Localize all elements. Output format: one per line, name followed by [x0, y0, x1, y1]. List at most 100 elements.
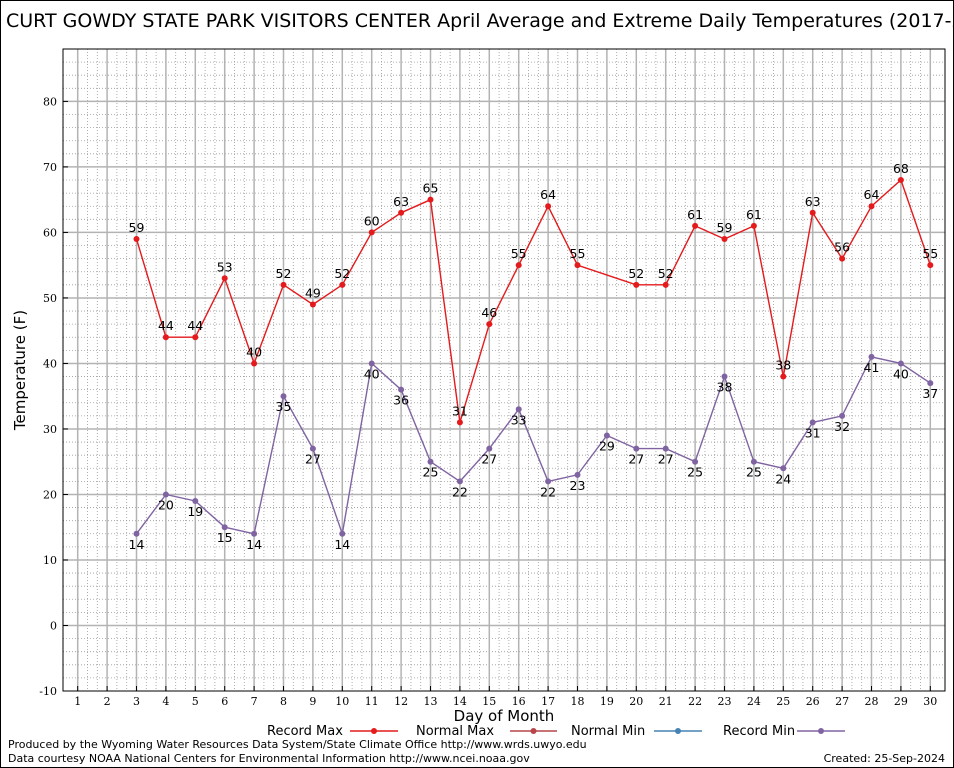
- data-point: [897, 177, 904, 184]
- data-label: 63: [393, 194, 409, 209]
- data-point: [133, 235, 140, 242]
- data-point: [721, 373, 728, 380]
- data-point: [427, 196, 434, 203]
- data-point: [309, 301, 316, 308]
- legend-label: Normal Min: [571, 724, 645, 739]
- data-label: 46: [481, 305, 497, 320]
- footer-data-source: Data courtesy NOAA National Centers for …: [8, 752, 530, 765]
- data-point: [927, 262, 934, 269]
- y-tick-label: 60: [43, 226, 57, 239]
- data-label: 29: [599, 439, 615, 454]
- data-label: 24: [775, 471, 791, 486]
- x-axis: 1 2 3 4 5 6 7 8 9 10 11 12 13 14 15 16 17 18 19 20 21 22 23 24 2…: [74, 686, 937, 708]
- data-point: [780, 465, 787, 472]
- data-label: 25: [746, 465, 762, 480]
- y-tick-label: 80: [43, 95, 57, 108]
- x-tick-label: 22: [688, 695, 702, 708]
- data-point: [809, 419, 816, 426]
- x-tick-label: 8: [280, 695, 287, 708]
- data-label: 38: [775, 358, 791, 373]
- data-point: [486, 445, 493, 452]
- data-label: 63: [805, 194, 821, 209]
- data-label: 32: [834, 419, 850, 434]
- x-axis-label: Day of Month: [454, 707, 555, 725]
- data-label: 27: [305, 452, 321, 467]
- x-tick-label: 2: [104, 695, 111, 708]
- x-tick-label: 9: [309, 695, 316, 708]
- x-tick-label: 17: [541, 695, 555, 708]
- x-tick-label: 11: [365, 695, 379, 708]
- data-label: 44: [158, 318, 174, 333]
- data-point: [574, 471, 581, 478]
- x-tick-label: 28: [865, 695, 879, 708]
- data-point: [603, 432, 610, 439]
- series-line: [135, 356, 931, 535]
- y-tick-label: 10: [43, 554, 57, 567]
- legend-marker: [675, 728, 681, 734]
- x-tick-label: 18: [571, 695, 585, 708]
- data-label: 40: [364, 366, 380, 381]
- data-point: [133, 530, 140, 537]
- data-point: [839, 255, 846, 262]
- data-label: 56: [834, 240, 850, 255]
- y-tick-label: 40: [43, 357, 57, 370]
- series-line: [135, 178, 931, 423]
- data-point: [280, 393, 287, 400]
- x-tick-label: 10: [335, 695, 349, 708]
- x-tick-label: 30: [923, 695, 937, 708]
- x-tick-label: 14: [453, 695, 467, 708]
- data-label: 35: [276, 399, 292, 414]
- y-tick-label: 30: [43, 423, 57, 436]
- data-label: 61: [687, 207, 703, 222]
- footer-created-date: Created: 25-Sep-2024: [824, 752, 945, 765]
- data-point: [750, 458, 757, 465]
- data-label: 31: [805, 425, 821, 440]
- legend-marker: [818, 728, 824, 734]
- data-label: 33: [511, 412, 527, 427]
- data-point: [839, 412, 846, 419]
- data-label: 59: [717, 220, 733, 235]
- legend-marker: [530, 728, 537, 734]
- x-tick-label: 5: [192, 695, 199, 708]
- data-point: [368, 360, 375, 367]
- data-label: 68: [893, 161, 909, 176]
- data-label: 22: [540, 484, 556, 499]
- data-label: 64: [864, 187, 880, 202]
- x-tick-label: 16: [512, 695, 526, 708]
- data-label: 53: [217, 259, 233, 274]
- data-label: 14: [334, 537, 350, 552]
- x-tick-label: 23: [718, 695, 732, 708]
- y-tick-label: 70: [43, 161, 57, 174]
- data-point: [721, 235, 728, 242]
- data-label: 55: [570, 246, 586, 261]
- data-point: [456, 478, 463, 485]
- data-label: 55: [511, 246, 527, 261]
- data-point: [486, 321, 493, 328]
- data-point: [750, 222, 757, 229]
- data-label: 40: [246, 344, 262, 359]
- data-label: 61: [746, 207, 762, 222]
- series-record-min: 14 20 19 15 14 35 27 14 40 36 25 22 27 33 22 23 29 27 27 25…: [129, 353, 938, 552]
- data-point: [192, 498, 199, 505]
- data-point: [339, 281, 346, 288]
- x-tick-label: 19: [600, 695, 614, 708]
- data-label: 20: [158, 497, 174, 512]
- plot-area: [62, 48, 946, 692]
- data-point: [692, 222, 699, 229]
- legend-item: Record Max: [267, 724, 398, 739]
- x-tick-label: 15: [482, 695, 496, 708]
- data-label: 27: [481, 452, 497, 467]
- data-point: [633, 445, 640, 452]
- data-point: [633, 281, 640, 288]
- data-label: 64: [540, 187, 556, 202]
- data-label: 60: [364, 213, 380, 228]
- data-label: 31: [452, 403, 468, 418]
- data-point: [868, 203, 875, 210]
- y-tick-label: -10: [39, 685, 57, 698]
- chart-title: CURT GOWDY STATE PARK VISITORS CENTER Ap…: [6, 10, 954, 32]
- data-point: [427, 458, 434, 465]
- x-tick-label: 7: [251, 695, 258, 708]
- data-point: [545, 203, 552, 210]
- data-point: [809, 209, 816, 216]
- x-tick-label: 4: [162, 695, 169, 708]
